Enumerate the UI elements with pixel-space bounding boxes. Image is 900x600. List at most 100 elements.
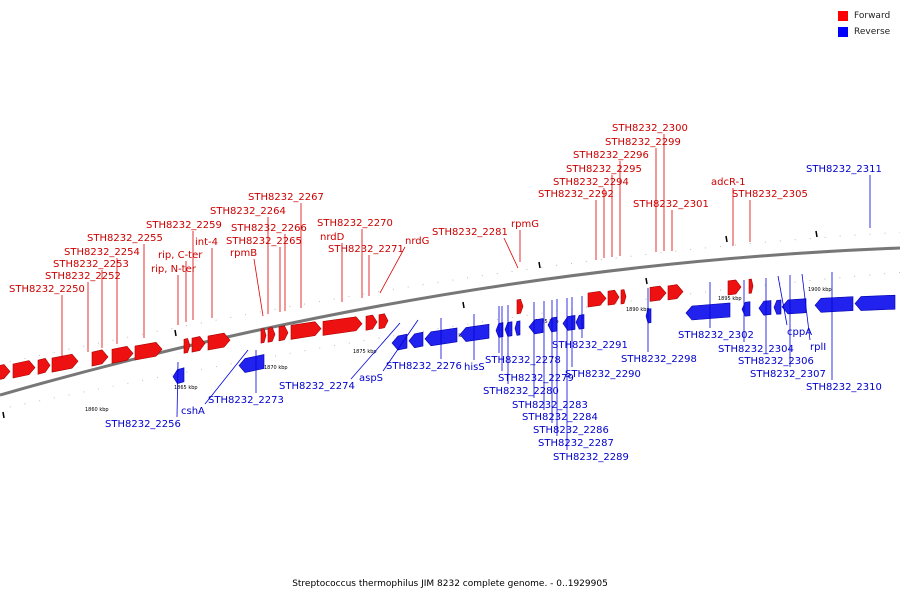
tick-label: 1895 kbp [718, 296, 742, 302]
forward-gene-label: STH8232_2305 [732, 189, 808, 200]
legend-forward-label: Forward [854, 11, 891, 21]
tick-mark [815, 230, 818, 238]
reverse-gene-label: aspS [359, 373, 383, 384]
forward-gene-label: adcR-1 [711, 177, 746, 188]
forward-gene-arrow[interactable] [278, 325, 289, 342]
forward-gene-arrow[interactable] [51, 353, 79, 373]
forward-gene-label: STH8232_2265 [226, 236, 302, 247]
forward-gene-arrow[interactable] [37, 358, 51, 375]
forward-gene-arrow[interactable] [290, 321, 322, 340]
reverse-gene-label: STH8232_2256 [105, 419, 181, 430]
forward-gene-label: rip, C-ter [158, 250, 203, 261]
reverse-gene-arrow[interactable] [408, 331, 424, 349]
forward-gene-arrow[interactable] [134, 341, 163, 361]
reverse-gene-label: STH8232_2279 [498, 373, 574, 384]
reverse-gene-label: STH8232_2286 [533, 425, 609, 436]
tick-label: 1875 kbp [353, 349, 377, 355]
reverse-gene-label: cshA [181, 406, 205, 417]
forward-gene-arrow[interactable] [111, 345, 134, 364]
reverse-gene-arrow[interactable] [575, 314, 585, 330]
forward-gene-label: STH8232_2266 [231, 223, 307, 234]
tick-label: 1870 kbp [264, 365, 288, 371]
forward-gene-label: STH8232_2295 [566, 164, 642, 175]
reverse-gene-label: STH8232_2310 [806, 382, 882, 393]
reverse-label-leader [176, 361, 179, 418]
reverse-gene-label: STH8232_2284 [522, 412, 598, 423]
reverse-label-leader [777, 275, 788, 326]
reverse-gene-arrow[interactable] [238, 354, 265, 373]
forward-gene-label: nrdD [320, 232, 345, 243]
forward-gene-label: STH8232_2259 [146, 220, 222, 231]
reverse-label-leader [801, 273, 811, 341]
reverse-label-leader [350, 322, 401, 380]
forward-gene-arrow[interactable] [183, 338, 191, 354]
forward-gene-arrow[interactable] [378, 313, 389, 330]
tick-label: 1885 kbp [535, 319, 559, 325]
forward-gene-arrow[interactable] [91, 349, 109, 367]
reverse-gene-arrow[interactable] [172, 367, 185, 385]
tick-label: 1865 kbp [174, 385, 198, 391]
reverse-gene-arrow[interactable] [685, 302, 731, 321]
forward-gene-label: rpmB [230, 248, 257, 259]
reverse-gene-arrow[interactable] [814, 296, 854, 313]
reverse-gene-label: STH8232_2289 [553, 452, 629, 463]
forward-gene-arrow[interactable] [0, 364, 11, 380]
reverse-gene-label: STH8232_2311 [806, 164, 882, 175]
forward-genes: STH8232_2250STH8232_2252STH8232_2253STH8… [0, 123, 808, 380]
reverse-gene-arrow[interactable] [495, 322, 504, 338]
forward-gene-arrow[interactable] [260, 328, 267, 344]
forward-gene-arrow[interactable] [267, 326, 276, 343]
reverse-gene-label: STH8232_2290 [565, 369, 641, 380]
forward-gene-arrow[interactable] [322, 316, 363, 336]
forward-gene-arrow[interactable] [365, 314, 378, 331]
reverse-label-leader [204, 349, 249, 405]
forward-gene-arrow[interactable] [207, 332, 231, 351]
forward-gene-arrow[interactable] [587, 291, 607, 308]
reverse-gene-arrow[interactable] [514, 320, 521, 336]
reverse-gene-arrow[interactable] [854, 294, 896, 311]
forward-gene-arrow[interactable] [12, 360, 36, 379]
forward-gene-label: nrdG [405, 236, 429, 247]
legend-item-forward: Forward [838, 8, 900, 24]
reverse-gene-arrow[interactable] [758, 300, 772, 316]
reverse-gene-arrow[interactable] [562, 314, 576, 331]
legend-reverse-label: Reverse [854, 27, 891, 37]
forward-gene-label: STH8232_2271 [328, 244, 404, 255]
chromosome-axis [0, 246, 900, 397]
forward-gene-label: STH8232_2294 [553, 177, 629, 188]
reverse-gene-arrow[interactable] [504, 321, 513, 337]
tick-mark [645, 277, 648, 285]
reverse-gene-label: STH8232_2291 [552, 340, 628, 351]
reverse-gene-label: STH8232_2273 [208, 395, 284, 406]
forward-swatch [838, 11, 848, 21]
tick-mark [2, 411, 5, 419]
forward-gene-label: STH8232_2264 [210, 206, 286, 217]
forward-gene-label: STH8232_2301 [633, 199, 709, 210]
reverse-gene-arrow[interactable] [781, 298, 807, 315]
reverse-gene-label: STH8232_2287 [538, 438, 614, 449]
reverse-gene-arrow[interactable] [741, 301, 751, 317]
forward-gene-label: STH8232_2255 [87, 233, 163, 244]
forward-gene-label: STH8232_2281 [432, 227, 508, 238]
forward-gene-arrow[interactable] [191, 336, 206, 353]
forward-gene-label: STH8232_2252 [45, 271, 121, 282]
forward-gene-arrow[interactable] [607, 289, 620, 306]
tick-mark [462, 301, 465, 309]
forward-gene-label: STH8232_2254 [64, 247, 140, 258]
forward-gene-label: STH8232_2270 [317, 218, 393, 229]
reverse-gene-arrow[interactable] [391, 333, 408, 351]
legend: Forward Reverse [838, 8, 900, 40]
tick-mark [174, 329, 177, 337]
forward-gene-arrow[interactable] [620, 289, 627, 305]
forward-gene-arrow[interactable] [748, 278, 754, 294]
forward-gene-arrow[interactable] [667, 284, 684, 301]
forward-gene-arrow[interactable] [516, 298, 524, 315]
reverse-gene-arrow[interactable] [528, 318, 544, 335]
reverse-gene-arrow[interactable] [773, 299, 782, 315]
forward-gene-arrow[interactable] [727, 279, 742, 296]
reverse-gene-arrow[interactable] [459, 323, 490, 342]
tick-mark [725, 235, 728, 243]
reverse-gene-label: cppA [787, 327, 812, 338]
forward-gene-arrow[interactable] [649, 285, 667, 302]
